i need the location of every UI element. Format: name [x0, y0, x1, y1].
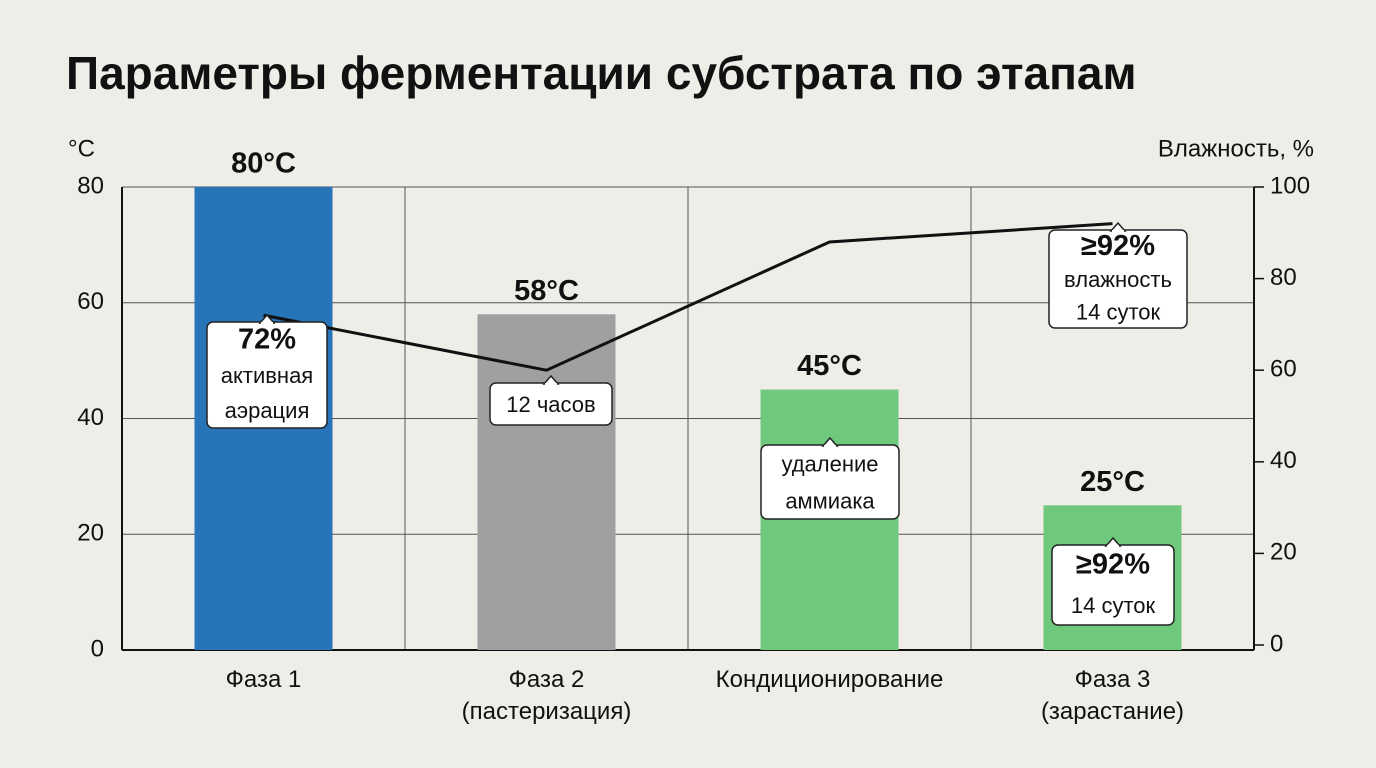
- x-tick-label: Фаза 3 (зарастание): [1041, 666, 1184, 725]
- y-tick-label: 0: [91, 635, 104, 662]
- y2-tick-label: 80: [1270, 264, 1297, 291]
- bar: [760, 389, 899, 650]
- pointer-cover: [1107, 545, 1119, 548]
- y-tick-label: 80: [77, 172, 104, 199]
- pointer-cover: [261, 322, 273, 325]
- annotation-text: влажность: [1064, 267, 1172, 292]
- annotation-text: 14 суток: [1071, 593, 1156, 618]
- pointer-cover: [545, 383, 557, 386]
- y2-tick-label: 100: [1270, 172, 1310, 199]
- annotation-text: ≥92%: [1081, 230, 1155, 262]
- y2-tick-label: 20: [1270, 539, 1297, 566]
- annotation-text: удаление: [781, 451, 878, 476]
- annotation-text: 72%: [238, 323, 296, 355]
- annotation-text: 14 суток: [1076, 299, 1161, 324]
- x-tick-label: Фаза 1: [226, 666, 302, 693]
- y2-tick-label: 40: [1270, 447, 1297, 474]
- line: [263, 222, 1113, 372]
- y2-tick-label: 0: [1270, 630, 1283, 657]
- y-axis-label: °C: [68, 135, 95, 162]
- x-tick-label: Фаза 2 (пастеризация): [462, 666, 632, 725]
- bar-value-label: 25°C: [1080, 466, 1145, 498]
- y2-tick-label: 60: [1270, 356, 1297, 383]
- bar-value-label: 58°C: [514, 275, 579, 307]
- pointer-cover: [1112, 230, 1124, 233]
- x-tick-label: Кондиционирование: [716, 666, 944, 693]
- y-tick-label: 60: [77, 288, 104, 315]
- annotation-text: 12 часов: [506, 392, 595, 417]
- y-tick-label: 40: [77, 404, 104, 431]
- annotation-text: ≥92%: [1076, 549, 1150, 581]
- annotation-text: активная: [221, 363, 313, 388]
- bar-value-label: 80°C: [231, 148, 296, 180]
- chart-title: Параметры ферментации субстрата по этапа…: [66, 47, 1137, 99]
- bar: [477, 314, 616, 650]
- pointer-cover: [824, 445, 836, 448]
- bar-value-label: 45°C: [797, 350, 862, 382]
- y2-axis-label: Влажность, %: [1158, 135, 1314, 162]
- annotation-text: аммиака: [785, 488, 875, 513]
- annotation-text: аэрация: [225, 398, 310, 423]
- y-tick-label: 20: [77, 520, 104, 547]
